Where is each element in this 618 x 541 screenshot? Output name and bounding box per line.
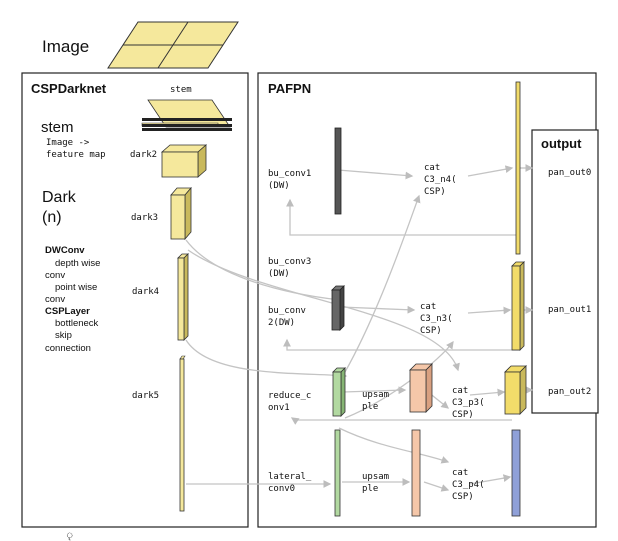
cat-c3-n3-label: cat C3_n3( CSP): [420, 302, 458, 336]
stem-caption: stem: [170, 85, 192, 95]
dark-heading: Dark: [42, 189, 77, 206]
reduce-conv1-block: [332, 367, 346, 417]
dark5-block: [179, 355, 186, 512]
upsample1-block: [409, 363, 433, 413]
dark3-block: [170, 186, 192, 241]
lateral-conv0-label: lateral_ conv0: [268, 472, 317, 494]
legend-item: bottleneck: [55, 318, 99, 329]
input-image-block: [107, 21, 239, 69]
pan-out1-label: pan_out1: [548, 305, 591, 315]
upsample2-label: upsam ple: [362, 472, 395, 494]
c3-n3-block: [511, 261, 525, 351]
cspdarknet-panel: [21, 72, 249, 528]
dark4-block: [177, 253, 189, 341]
bu-conv3-label: bu_conv3 (DW): [268, 257, 317, 279]
legend-item: point wise: [55, 282, 97, 293]
connector-lines: [185, 164, 534, 492]
legend-item: conv: [45, 294, 65, 305]
cspdarknet-title: CSPDarknet: [31, 81, 107, 96]
bu-conv1-block: [334, 127, 342, 215]
stem-desc-line1: Image ->: [46, 138, 90, 148]
dark5-label: dark5: [132, 391, 159, 401]
dark3-label: dark3: [131, 213, 158, 223]
footer-fragment: ৄ: [66, 531, 74, 540]
c3-p3-block: [504, 365, 527, 415]
reduce-conv1-label: reduce_c onv1: [268, 391, 317, 413]
legend-item: connection: [45, 343, 91, 354]
upsample1-label: upsam ple: [362, 390, 395, 412]
legend-item: skip: [55, 330, 72, 341]
pan-out2-label: pan_out2: [548, 387, 591, 397]
dark2-label: dark2: [130, 150, 157, 160]
output-title: output: [541, 136, 582, 151]
bu-conv1-label: bu_conv1 (DW): [268, 169, 317, 191]
pafpn-title: PAFPN: [268, 81, 311, 96]
c3-n4-block: [515, 81, 521, 255]
dark2-block: [160, 144, 208, 178]
dark-heading-n: (n): [42, 209, 62, 226]
legend-item: depth wise: [55, 258, 100, 269]
dark4-label: dark4: [132, 287, 159, 297]
lateral-conv0-block: [334, 429, 341, 517]
legend-heading: DWConv: [45, 245, 85, 256]
cat-c3-p3-label: cat C3_p3( CSP): [452, 386, 490, 420]
legend-heading: CSPLayer: [45, 306, 90, 317]
c3-p4-block: [511, 429, 521, 517]
bu-conv2-block: [331, 285, 345, 331]
legend-item: conv: [45, 270, 65, 281]
bu-conv2-label: bu_conv 2(DW): [268, 306, 311, 328]
image-label: Image: [42, 37, 89, 56]
stem-block: [141, 99, 232, 131]
cat-c3-n4-label: cat C3_n4( CSP): [424, 163, 462, 197]
upsample2-block: [411, 429, 421, 517]
stem-desc-line2: feature map: [46, 150, 106, 160]
cat-c3-p4-label: cat C3_p4( CSP): [452, 468, 490, 502]
stem-heading: stem: [41, 119, 74, 136]
pan-out0-label: pan_out0: [548, 168, 591, 178]
output-panel: [531, 129, 599, 414]
